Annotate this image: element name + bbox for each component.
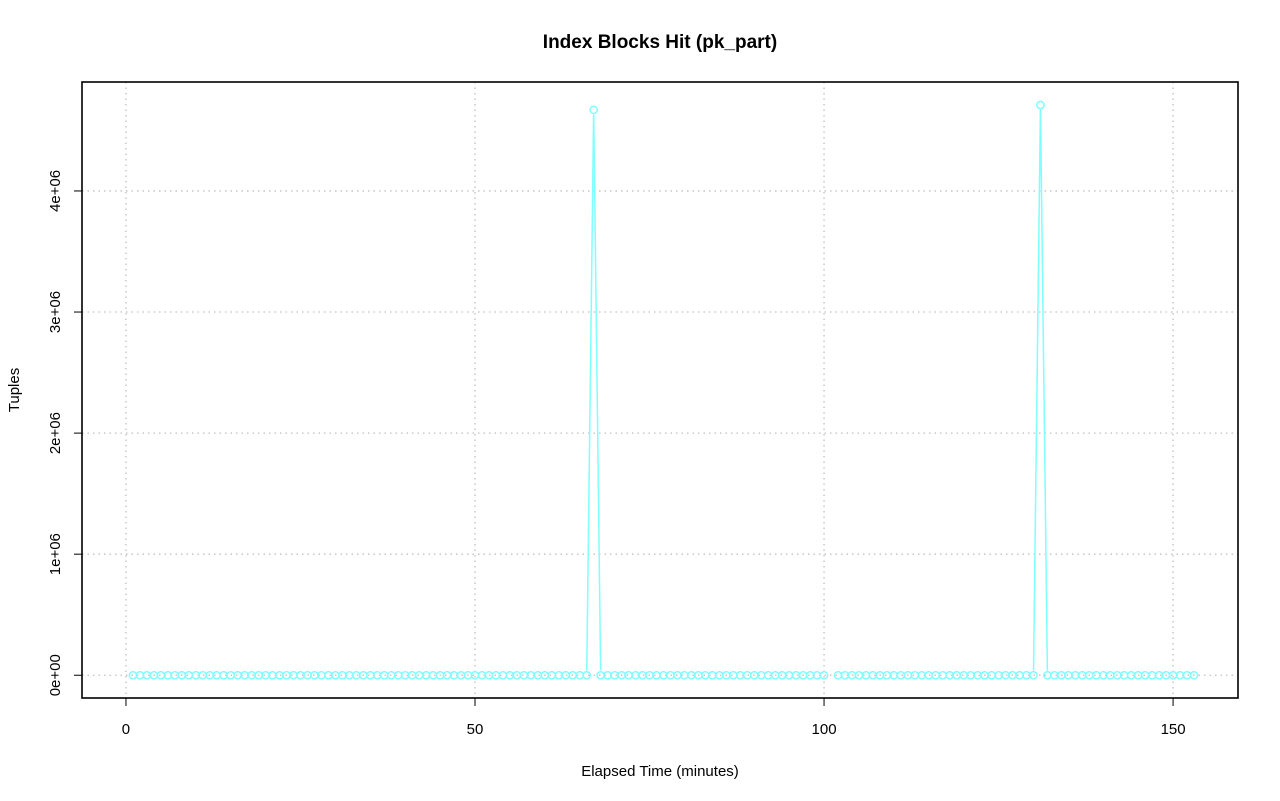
data-point: [666, 670, 675, 680]
data-point: [805, 670, 815, 680]
data-point: [1154, 670, 1164, 680]
data-point: [638, 670, 647, 680]
data-point: [484, 670, 494, 680]
data-point: [833, 670, 843, 680]
data-point: [414, 670, 424, 680]
y-tick-label: 1e+06: [47, 533, 64, 575]
data-point: [289, 670, 298, 680]
data-point: [247, 670, 256, 680]
data-point: [610, 670, 619, 680]
x-axis-label: Elapsed Time (minutes): [581, 763, 739, 780]
data-point: [882, 670, 892, 680]
data-point: [533, 670, 543, 680]
data-point: [742, 670, 752, 680]
data-point: [379, 670, 389, 680]
data-point: [624, 670, 633, 680]
data-point: [561, 670, 571, 680]
x-tick-label: 0: [122, 721, 130, 738]
data-point: [959, 670, 969, 680]
data-point: [1064, 670, 1073, 680]
data-point: [1001, 670, 1010, 680]
data-point: [275, 670, 284, 680]
data-point: [338, 670, 347, 680]
series-segment: [1032, 109, 1042, 671]
x-tick-label: 50: [467, 721, 484, 738]
data-point: [470, 670, 480, 680]
data-point: [847, 670, 857, 680]
data-point: [1077, 670, 1087, 680]
data-point: [547, 670, 557, 680]
data-point: [303, 670, 312, 680]
x-tick-label: 150: [1161, 721, 1186, 738]
data-point: [170, 670, 180, 680]
data-point: [428, 670, 438, 680]
y-tick-label: 3e+06: [47, 291, 64, 333]
data-point: [1091, 670, 1101, 680]
data-point: [351, 670, 361, 680]
data-point: [1105, 670, 1115, 680]
data-point: [198, 670, 208, 680]
y-tick-label: 0e+00: [47, 654, 64, 696]
data-point: [1015, 670, 1024, 680]
data-point: [714, 670, 724, 680]
data-point: [1189, 670, 1199, 680]
x-tick-label: 100: [812, 721, 837, 738]
y-axis-label: Tuples: [6, 368, 23, 412]
data-point: [1029, 670, 1038, 680]
series: [128, 100, 1199, 680]
data-point: [184, 670, 194, 680]
data-point: [701, 670, 710, 680]
data-point: [442, 670, 452, 680]
series-segment: [586, 114, 595, 671]
data-point: [261, 670, 270, 680]
plot-frame: [81, 81, 1239, 699]
data-point: [1168, 670, 1178, 680]
data-point: [777, 670, 787, 680]
x-axis: 0 50 100 150: [122, 697, 1186, 738]
data-point: [896, 670, 906, 680]
data-point: [1182, 670, 1192, 680]
data-point: [233, 670, 243, 680]
data-point: [987, 670, 996, 680]
data-point: [791, 670, 801, 680]
y-tick-label: 4e+06: [47, 170, 64, 212]
y-tick-label: 2e+06: [47, 412, 64, 454]
data-point: [519, 670, 529, 680]
data-point: [819, 670, 829, 680]
data-point: [365, 670, 375, 680]
data-point: [456, 670, 466, 680]
data-point: [1036, 100, 1045, 110]
data-point: [652, 670, 661, 680]
data-point: [582, 670, 592, 680]
data-point: [589, 105, 599, 115]
data-point: [156, 670, 166, 680]
series-segment: [592, 114, 602, 671]
chart-title: Index Blocks Hit (pk_part): [543, 32, 777, 53]
data-point: [728, 670, 738, 680]
data-point: [1140, 670, 1150, 680]
data-point: [910, 670, 920, 680]
series-segment: [1039, 109, 1049, 671]
data-point: [924, 670, 934, 680]
grid: [82, 82, 1238, 698]
data-point: [596, 670, 606, 680]
y-axis: 0e+00 1e+06 2e+06 3e+06 4e+06: [47, 170, 83, 696]
data-point: [973, 670, 982, 680]
